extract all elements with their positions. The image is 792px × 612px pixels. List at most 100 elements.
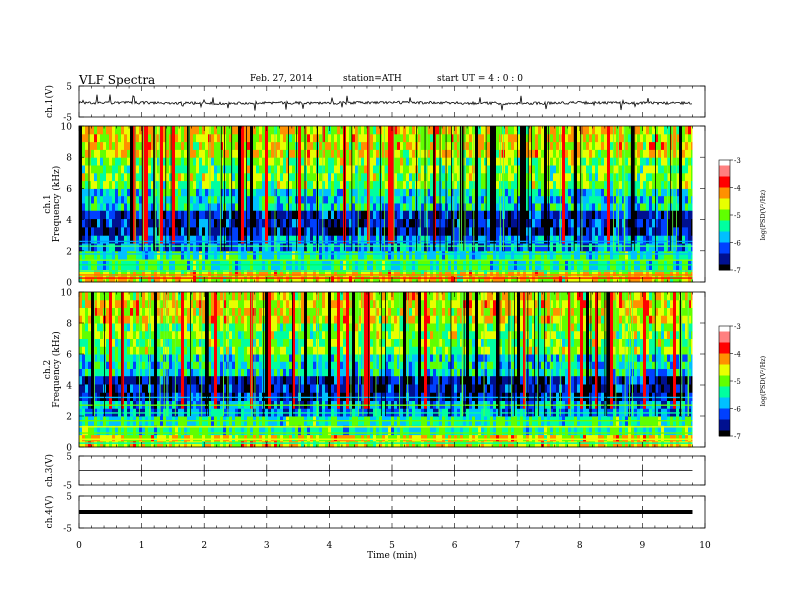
spectrogram-cell: [520, 157, 524, 166]
spectrogram-cell: [340, 202, 344, 211]
spectrogram-cell: [529, 188, 533, 197]
spectrogram-cell: [526, 235, 530, 244]
spectrogram-cell: [79, 243, 83, 252]
spectrogram-cell: [301, 250, 305, 261]
spectrogram-cell: [115, 188, 119, 197]
spectrogram-cell: [157, 338, 161, 347]
spectrogram-cell: [520, 269, 524, 277]
spectrogram-cell: [517, 275, 521, 283]
spectrogram-cell: [106, 180, 110, 189]
spectrogram-cell: [382, 172, 386, 182]
spectrogram-cell: [514, 243, 518, 252]
spectrogram-cell: [409, 126, 413, 135]
spectrogram-cell: [652, 250, 656, 261]
spectrogram-cell: [457, 269, 461, 277]
spectrogram-cell: [325, 165, 329, 174]
spectrogram-cell: [139, 361, 143, 369]
spectrogram-cell: [649, 149, 653, 158]
spectrogram-cell: [373, 165, 377, 174]
spectrogram-cell: [487, 226, 491, 236]
spectrogram-cell: [394, 275, 398, 283]
spectrogram-cell: [232, 157, 236, 166]
spectrogram-cell: [175, 250, 179, 261]
spectrogram-cell: [163, 133, 167, 143]
spectrogram-cell: [253, 126, 257, 135]
spectrogram-cell: [655, 250, 659, 261]
spectrogram-cell: [172, 250, 176, 261]
spectrogram-cell: [148, 243, 152, 252]
spectrogram-cell: [334, 172, 338, 182]
spectrogram-cell: [151, 392, 155, 401]
spectrogram-cell: [106, 434, 110, 442]
spectrogram-cell: [106, 149, 110, 158]
spectrogram-cell: [301, 188, 305, 197]
spectrogram-cell: [490, 180, 494, 189]
spectrogram-cell: [436, 195, 440, 204]
spectrogram-cell: [523, 188, 527, 197]
spectrogram-cell: [361, 172, 365, 182]
spectrogram-cell: [637, 269, 641, 277]
spectrogram-cell: [565, 157, 569, 166]
spectrogram-cell: [400, 195, 404, 204]
spectrogram-cell: [508, 165, 512, 174]
spectrogram-cell: [127, 250, 131, 261]
spectrogram-cell: [88, 346, 92, 355]
spectrogram-cell: [181, 149, 185, 158]
spectrogram-cell: [328, 275, 332, 283]
spectrogram-cell: [475, 218, 479, 228]
spectrogram-cell: [178, 165, 182, 174]
spectrogram-cell: [565, 149, 569, 158]
spectrogram-cell: [265, 157, 269, 166]
spectrogram-cell: [475, 250, 479, 261]
spectrogram-cell: [364, 235, 368, 244]
spectrogram-cell: [229, 250, 233, 261]
spectrogram-cell: [403, 275, 407, 283]
spectrogram-cell: [118, 346, 122, 355]
spectrogram-cell: [181, 180, 185, 189]
spectrogram-cell: [508, 218, 512, 228]
spectrogram-cell: [670, 275, 674, 283]
spectrogram-cell: [163, 149, 167, 158]
spectrogram-cell: [307, 195, 311, 204]
spectrogram-cell: [340, 157, 344, 166]
spectrogram-cell: [655, 126, 659, 135]
spectrogram-cell: [79, 218, 83, 228]
spectrogram-cell: [532, 218, 536, 228]
spectrogram-cell: [514, 126, 518, 135]
spectrogram-cell: [634, 269, 638, 277]
spectrogram-cell: [124, 299, 128, 308]
spectrogram-cell: [181, 330, 185, 339]
spectrogram-cell: [265, 243, 269, 252]
spectrogram-cell: [178, 126, 182, 135]
spectrogram-cell: [616, 243, 620, 252]
spectrogram-cell: [199, 250, 203, 261]
spectrogram-cell: [211, 269, 215, 277]
spectrogram-cell: [277, 210, 281, 220]
spectrogram-cell: [139, 250, 143, 261]
spectrogram-cell: [148, 275, 152, 283]
spectrogram-cell: [118, 188, 122, 197]
spectrogram-cell: [520, 275, 524, 283]
spectrogram-cell: [121, 275, 125, 283]
spectrogram-cell: [625, 218, 629, 228]
spectrogram-cell: [424, 235, 428, 244]
spectrogram-cell: [346, 275, 350, 283]
spectrogram-cell: [421, 243, 425, 252]
spectrogram-cell: [103, 165, 107, 174]
spectrogram-cell: [289, 195, 293, 204]
spectrogram-cell: [172, 149, 176, 158]
spectrogram-cell: [94, 315, 98, 324]
spectrogram-cell: [109, 346, 113, 355]
spectrogram-cell: [133, 338, 137, 347]
spectrogram-cell: [91, 218, 95, 228]
spectrogram-cell: [121, 172, 125, 182]
spectrogram-cell: [166, 375, 170, 385]
spectrogram-cell: [406, 188, 410, 197]
spectrogram-cell: [646, 202, 650, 211]
spectrogram-cell: [280, 269, 284, 277]
spectrogram-cell: [271, 250, 275, 261]
spectrogram-cell: [478, 275, 482, 283]
spectrogram-cell: [112, 354, 116, 362]
spectrogram-cell: [391, 269, 395, 277]
spectrogram-cell: [118, 338, 122, 347]
